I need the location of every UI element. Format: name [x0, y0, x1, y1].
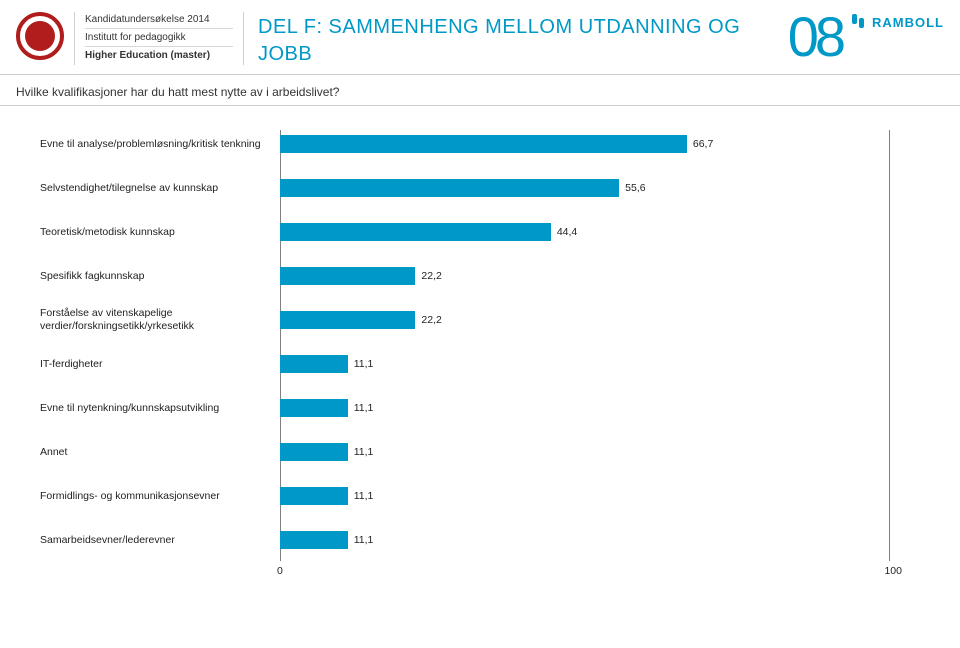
- bar-track: 22,2: [280, 267, 890, 285]
- bar-track: 11,1: [280, 531, 890, 549]
- question-text: Hvilke kvalifikasjoner har du hatt mest …: [0, 75, 960, 106]
- bar-label: Samarbeidsevner/lederevner: [40, 534, 280, 547]
- bar-value: 11,1: [348, 355, 374, 373]
- chart-row: Evne til nytenkning/kunnskapsutvikling 11…: [40, 398, 890, 418]
- bar-value: 11,1: [348, 443, 374, 461]
- header-meta: Kandidatundersøkelse 2014 Institutt for …: [74, 12, 244, 65]
- bar-track: 66,7: [280, 135, 890, 153]
- bar-track: 11,1: [280, 487, 890, 505]
- bar-value: 22,2: [415, 311, 441, 329]
- ramboll-logo-icon: [852, 14, 868, 30]
- bar: [280, 531, 348, 549]
- chart-row: Annet 11,1: [40, 442, 890, 462]
- bar-label: Evne til nytenkning/kunnskapsutvikling: [40, 402, 280, 415]
- bar-value: 11,1: [348, 531, 374, 549]
- bar-value: 44,4: [551, 223, 577, 241]
- bar-label: Annet: [40, 446, 280, 459]
- bar-value: 22,2: [415, 267, 441, 285]
- bar-label: IT-ferdigheter: [40, 358, 280, 371]
- page-number: 08: [788, 12, 842, 62]
- chart-row: Forståelse av vitenskapelige verdier/for…: [40, 310, 890, 330]
- programme-name: Higher Education (master): [85, 47, 233, 61]
- bar-value: 66,7: [687, 135, 713, 153]
- bar-track: 11,1: [280, 443, 890, 461]
- bar: [280, 135, 687, 153]
- x-axis-min: 0: [277, 565, 283, 577]
- bar-label: Evne til analyse/problemløsning/kritisk …: [40, 138, 280, 151]
- bar: [280, 223, 551, 241]
- bar-label: Selvstendighet/tilegnelse av kunnskap: [40, 182, 280, 195]
- bar: [280, 443, 348, 461]
- bar: [280, 179, 619, 197]
- institute-name: Institutt for pedagogikk: [85, 28, 233, 47]
- bar: [280, 487, 348, 505]
- bar-value: 11,1: [348, 487, 374, 505]
- chart-row: IT-ferdigheter 11,1: [40, 354, 890, 374]
- bar-track: 44,4: [280, 223, 890, 241]
- chart-row: Teoretisk/metodisk kunnskap 44,4: [40, 222, 890, 242]
- bar: [280, 267, 415, 285]
- chart-row: Spesifikk fagkunnskap 22,2: [40, 266, 890, 286]
- bar-label: Spesifikk fagkunnskap: [40, 270, 280, 283]
- brand: RAMBOLL: [852, 12, 944, 30]
- bar-label: Formidlings- og kommunikasjonsevner: [40, 490, 280, 503]
- bar-track: 11,1: [280, 355, 890, 373]
- chart-row: Samarbeidsevner/lederevner 11,1: [40, 530, 890, 550]
- bar-label: Forståelse av vitenskapelige verdier/for…: [40, 307, 280, 332]
- bar-track: 11,1: [280, 399, 890, 417]
- bar-track: 22,2: [280, 311, 890, 329]
- bar-chart: Evne til analyse/problemløsning/kritisk …: [40, 130, 920, 600]
- section-title: DEL F: SAMMENHENG MELLOM UTDANNING OG JO…: [258, 12, 788, 68]
- bar-value: 11,1: [348, 399, 374, 417]
- university-seal-icon: [16, 12, 64, 60]
- brand-text: RAMBOLL: [872, 15, 944, 30]
- x-axis-max: 100: [884, 565, 902, 577]
- bar-label: Teoretisk/metodisk kunnskap: [40, 226, 280, 239]
- bar-track: 55,6: [280, 179, 890, 197]
- survey-name: Kandidatundersøkelse 2014: [85, 14, 233, 28]
- bar-value: 55,6: [619, 179, 645, 197]
- chart-row: Evne til analyse/problemløsning/kritisk …: [40, 134, 890, 154]
- page-header: Kandidatundersøkelse 2014 Institutt for …: [0, 0, 960, 75]
- bar: [280, 355, 348, 373]
- chart-row: Selvstendighet/tilegnelse av kunnskap 55,…: [40, 178, 890, 198]
- bar: [280, 399, 348, 417]
- chart-row: Formidlings- og kommunikasjonsevner 11,1: [40, 486, 890, 506]
- bar: [280, 311, 415, 329]
